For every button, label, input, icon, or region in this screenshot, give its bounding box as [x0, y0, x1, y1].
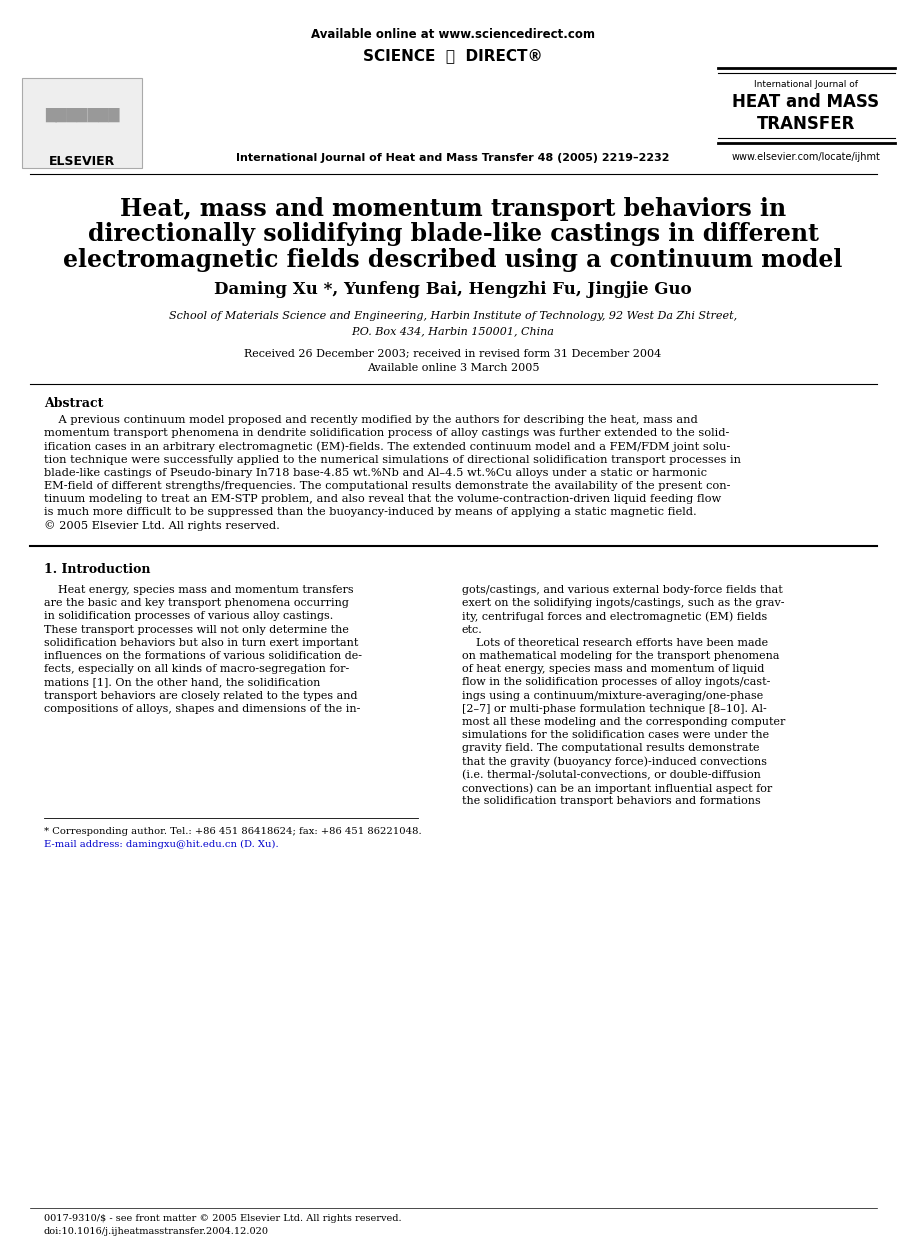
Text: of heat energy, species mass and momentum of liquid: of heat energy, species mass and momentu…: [462, 665, 765, 675]
Text: simulations for the solidification cases were under the: simulations for the solidification cases…: [462, 730, 769, 740]
Text: Available online at www.sciencedirect.com: Available online at www.sciencedirect.co…: [311, 28, 595, 41]
Text: ings using a continuum/mixture-averaging/one-phase: ings using a continuum/mixture-averaging…: [462, 691, 764, 701]
Text: * Corresponding author. Tel.: +86 451 86418624; fax: +86 451 86221048.: * Corresponding author. Tel.: +86 451 86…: [44, 827, 422, 836]
Text: on mathematical modeling for the transport phenomena: on mathematical modeling for the transpo…: [462, 651, 779, 661]
Text: These transport processes will not only determine the: These transport processes will not only …: [44, 625, 349, 635]
Text: gravity field. The computational results demonstrate: gravity field. The computational results…: [462, 743, 759, 754]
Text: exert on the solidifying ingots/castings, such as the grav-: exert on the solidifying ingots/castings…: [462, 598, 785, 608]
Text: ███████: ███████: [44, 108, 119, 123]
Text: Abstract: Abstract: [44, 397, 103, 410]
Text: TRANSFER: TRANSFER: [756, 115, 855, 132]
Text: HEAT and MASS: HEAT and MASS: [733, 93, 880, 111]
Text: (i.e. thermal-/solutal-convections, or double-diffusion: (i.e. thermal-/solutal-convections, or d…: [462, 770, 761, 780]
Text: [2–7] or multi-phase formulation technique [8–10]. Al-: [2–7] or multi-phase formulation techniq…: [462, 703, 766, 714]
Text: fects, especially on all kinds of macro-segregation for-: fects, especially on all kinds of macro-…: [44, 665, 349, 675]
Text: solidification behaviors but also in turn exert important: solidification behaviors but also in tur…: [44, 638, 358, 647]
Text: International Journal of: International Journal of: [754, 80, 858, 89]
Text: doi:10.1016/j.ijheatmasstransfer.2004.12.020: doi:10.1016/j.ijheatmasstransfer.2004.12…: [44, 1227, 269, 1236]
Text: blade-like castings of Pseudo-binary In718 base-4.85 wt.%Nb and Al–4.5 wt.%Cu al: blade-like castings of Pseudo-binary In7…: [44, 468, 707, 478]
Text: in solidification processes of various alloy castings.: in solidification processes of various a…: [44, 612, 333, 621]
Text: International Journal of Heat and Mass Transfer 48 (2005) 2219–2232: International Journal of Heat and Mass T…: [236, 154, 669, 163]
Text: tion technique were successfully applied to the numerical simulations of directi: tion technique were successfully applied…: [44, 454, 741, 464]
Text: E-mail address: damingxu@hit.edu.cn (D. Xu).: E-mail address: damingxu@hit.edu.cn (D. …: [44, 841, 278, 849]
Text: School of Materials Science and Engineering, Harbin Institute of Technology, 92 : School of Materials Science and Engineer…: [169, 311, 737, 321]
Text: most all these modeling and the corresponding computer: most all these modeling and the correspo…: [462, 717, 785, 727]
Text: compositions of alloys, shapes and dimensions of the in-: compositions of alloys, shapes and dimen…: [44, 703, 360, 714]
Text: © 2005 Elsevier Ltd. All rights reserved.: © 2005 Elsevier Ltd. All rights reserved…: [44, 521, 280, 531]
Text: P.O. Box 434, Harbin 150001, China: P.O. Box 434, Harbin 150001, China: [352, 326, 554, 335]
Text: Lots of theoretical research efforts have been made: Lots of theoretical research efforts hav…: [462, 638, 768, 647]
Text: Heat, mass and momentum transport behaviors in: Heat, mass and momentum transport behavi…: [120, 197, 786, 222]
Text: that the gravity (buoyancy force)-induced convections: that the gravity (buoyancy force)-induce…: [462, 756, 767, 768]
Text: Daming Xu *, Yunfeng Bai, Hengzhi Fu, Jingjie Guo: Daming Xu *, Yunfeng Bai, Hengzhi Fu, Ji…: [214, 281, 692, 298]
Text: are the basic and key transport phenomena occurring: are the basic and key transport phenomen…: [44, 598, 349, 608]
Text: mations [1]. On the other hand, the solidification: mations [1]. On the other hand, the soli…: [44, 677, 320, 687]
Text: ification cases in an arbitrary electromagnetic (EM)-fields. The extended contin: ification cases in an arbitrary electrom…: [44, 442, 730, 452]
Text: 1. Introduction: 1. Introduction: [44, 563, 151, 576]
Text: Heat energy, species mass and momentum transfers: Heat energy, species mass and momentum t…: [44, 586, 354, 595]
Text: A previous continuum model proposed and recently modified by the authors for des: A previous continuum model proposed and …: [44, 415, 697, 425]
Text: is much more difficult to be suppressed than the buoyancy-induced by means of ap: is much more difficult to be suppressed …: [44, 508, 697, 517]
Text: EM-field of different strengths/frequencies. The computational results demonstra: EM-field of different strengths/frequenc…: [44, 482, 730, 491]
Text: etc.: etc.: [462, 625, 483, 635]
Text: tinuum modeling to treat an EM-STP problem, and also reveal that the volume-cont: tinuum modeling to treat an EM-STP probl…: [44, 494, 721, 504]
Text: Available online 3 March 2005: Available online 3 March 2005: [366, 363, 540, 373]
Text: electromagnetic fields described using a continuum model: electromagnetic fields described using a…: [63, 248, 843, 272]
Text: transport behaviors are closely related to the types and: transport behaviors are closely related …: [44, 691, 357, 701]
Text: momentum transport phenomena in dendrite solidification process of alloy casting: momentum transport phenomena in dendrite…: [44, 428, 729, 438]
Text: 0017-9310/$ - see front matter © 2005 Elsevier Ltd. All rights reserved.: 0017-9310/$ - see front matter © 2005 El…: [44, 1214, 402, 1223]
Text: convections) can be an important influential aspect for: convections) can be an important influen…: [462, 782, 772, 794]
Text: the solidification transport behaviors and formations: the solidification transport behaviors a…: [462, 796, 761, 806]
Text: ELSEVIER: ELSEVIER: [49, 155, 115, 168]
Text: www.elsevier.com/locate/ijhmt: www.elsevier.com/locate/ijhmt: [732, 152, 881, 162]
Text: gots/castings, and various external body-force fields that: gots/castings, and various external body…: [462, 586, 783, 595]
Text: Received 26 December 2003; received in revised form 31 December 2004: Received 26 December 2003; received in r…: [244, 349, 661, 359]
Text: directionally solidifying blade-like castings in different: directionally solidifying blade-like cas…: [88, 222, 818, 246]
Text: SCIENCE  ⓓ  DIRECT®: SCIENCE ⓓ DIRECT®: [363, 48, 543, 63]
Text: influences on the formations of various solidification de-: influences on the formations of various …: [44, 651, 362, 661]
Text: flow in the solidification processes of alloy ingots/cast-: flow in the solidification processes of …: [462, 677, 770, 687]
Text: ity, centrifugal forces and electromagnetic (EM) fields: ity, centrifugal forces and electromagne…: [462, 612, 767, 621]
Bar: [22, 78, 142, 168]
